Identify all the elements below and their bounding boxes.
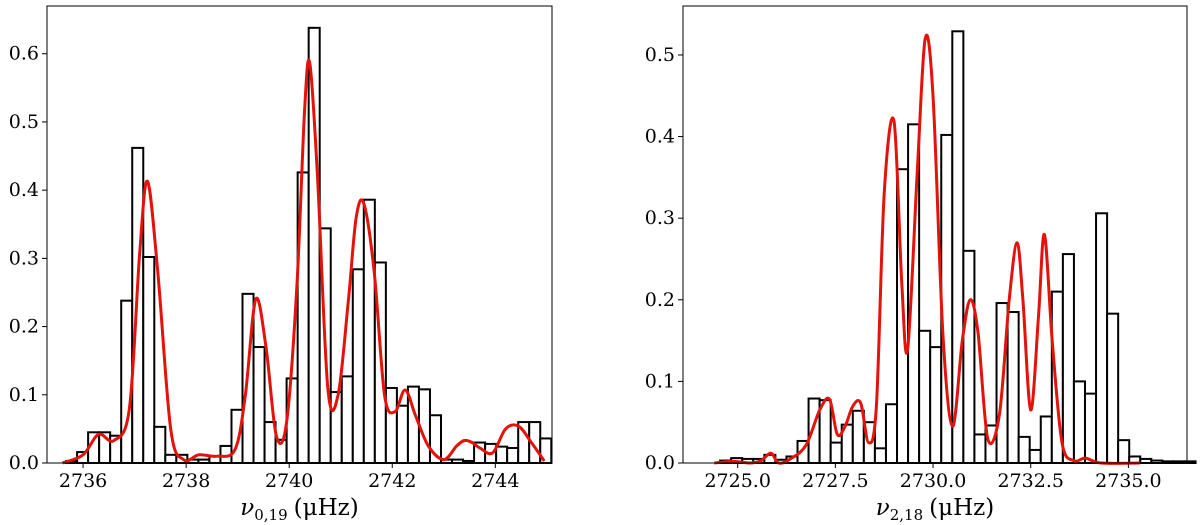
histogram-bar <box>940 133 954 464</box>
histogram-bar <box>973 433 987 464</box>
x-axis-symbol: ν <box>876 495 890 521</box>
y-tick-label: 0.2 <box>9 316 39 338</box>
y-tick-label: 0.4 <box>9 179 39 201</box>
plot-frame <box>46 5 553 464</box>
histogram-bar <box>962 249 976 464</box>
histogram-bar <box>884 403 899 464</box>
x-axis-subscript: 2,18 <box>890 506 923 524</box>
x-tick-label: 2738 <box>162 470 210 492</box>
histogram-bar <box>395 404 409 464</box>
y-tick-label: 0.6 <box>9 43 39 65</box>
x-axis-unit: (μHz) <box>294 495 359 521</box>
histogram-bar <box>495 445 509 465</box>
x-tick-label: 2735.0 <box>1095 470 1161 492</box>
x-tick-label: 2744 <box>471 470 519 492</box>
x-axis-label: ν0,19 (μHz) <box>240 495 358 524</box>
histogram-bar <box>1039 415 1053 464</box>
kde-line <box>714 33 1141 465</box>
histogram-bar <box>1106 312 1120 464</box>
y-tick-label: 0.2 <box>645 289 675 311</box>
x-tick-label: 2727.5 <box>802 470 868 492</box>
y-tick-label: 0.1 <box>645 370 675 392</box>
histogram-bar <box>164 453 178 464</box>
histogram-bar <box>1183 460 1197 465</box>
histogram-bar <box>1072 380 1086 464</box>
histogram-bar <box>829 441 843 464</box>
histogram-bar <box>929 346 943 464</box>
histogram-bar <box>307 26 321 464</box>
histogram-bar <box>1139 457 1153 465</box>
histogram-bar <box>153 425 167 464</box>
histogram-bar <box>506 446 520 464</box>
histogram-bar <box>142 256 156 464</box>
histogram-bar <box>807 397 821 465</box>
histogram-bar <box>384 386 398 465</box>
histogram-bar <box>197 458 211 464</box>
histogram-bar <box>918 329 932 464</box>
x-tick-label: 2740 <box>265 470 313 492</box>
histogram-panel-left: 0.0 0.1 0.2 0.3 0.4 0.5 0.6 2736 2738 2740 2742 274… <box>9 5 553 524</box>
plot-frame <box>682 5 1188 464</box>
histogram-bar <box>1083 392 1098 465</box>
y-tick-label: 0.5 <box>645 44 675 66</box>
x-axis-subscript: 0,19 <box>254 506 287 524</box>
kde-line <box>61 58 546 465</box>
histogram-bar <box>1017 435 1031 464</box>
histogram-bar <box>1117 439 1131 464</box>
histogram-bar <box>252 346 266 464</box>
x-tick-label: 2730.0 <box>900 470 966 492</box>
histogram-bar <box>873 447 887 464</box>
x-tick-label: 2736 <box>59 470 107 492</box>
histogram-bar <box>351 268 365 464</box>
histogram-bar <box>1028 448 1042 465</box>
y-tick-label: 0.0 <box>645 452 675 474</box>
y-tick-label: 0.4 <box>645 126 675 148</box>
histogram-bar <box>1006 311 1020 465</box>
histogram-bar <box>451 458 465 464</box>
histogram-bar <box>851 409 865 464</box>
x-axis-unit: (μHz) <box>929 495 994 521</box>
x-axis-label: ν2,18 (μHz) <box>876 495 994 524</box>
x-axis-symbol: ν <box>240 495 254 521</box>
x-tick-label: 2742 <box>368 470 416 492</box>
y-tick-label: 0.3 <box>645 207 675 229</box>
histogram-bar <box>1061 253 1075 464</box>
y-tick-label: 0.1 <box>9 384 39 406</box>
y-tick-label: 0.3 <box>9 247 39 269</box>
x-tick-label: 2732.5 <box>997 470 1063 492</box>
y-tick-label: 0.0 <box>9 452 39 474</box>
x-tick-label: 2725.0 <box>704 470 770 492</box>
histogram-panel-right: 0.0 0.1 0.2 0.3 0.4 0.5 2725.0 2727.5 2730.0 2732… <box>645 5 1197 524</box>
histogram-bar <box>1095 212 1109 464</box>
histogram-bar <box>340 375 354 465</box>
y-tick-label: 0.5 <box>9 111 39 133</box>
